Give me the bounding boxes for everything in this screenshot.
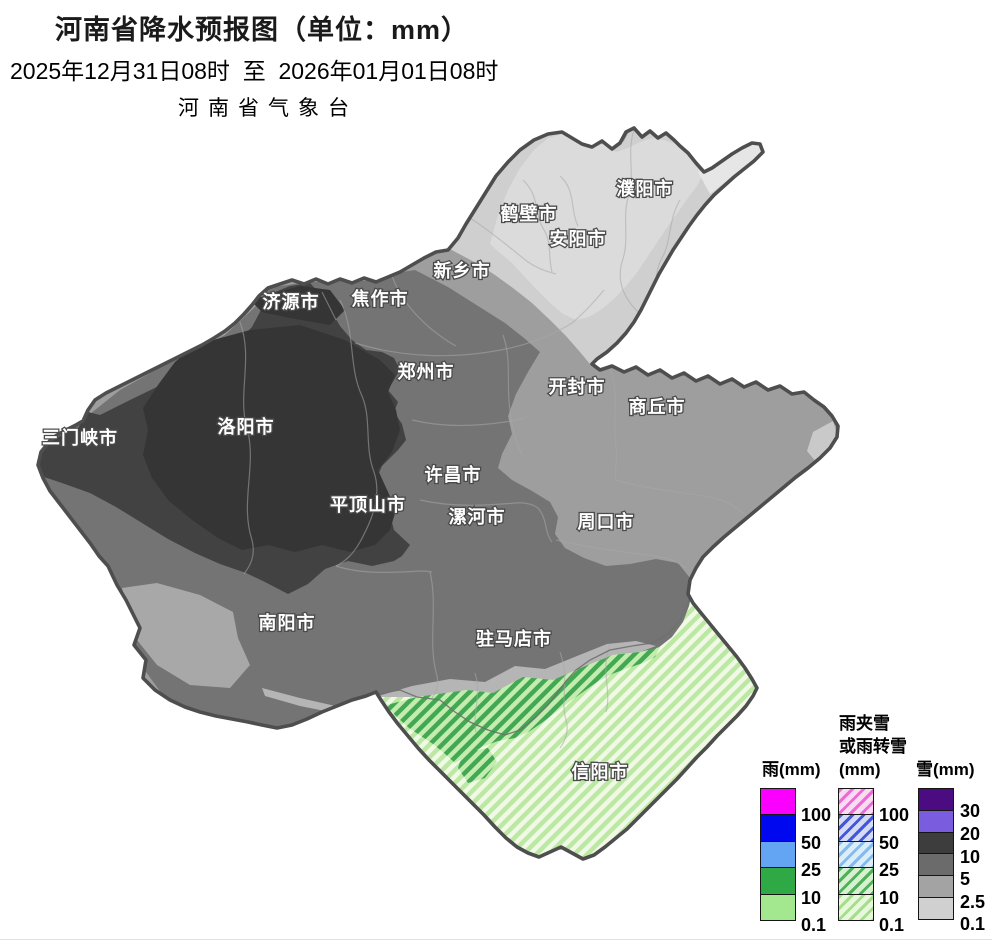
legend-snow-value: 0.1 [960,914,986,934]
zone-snow-trace-core [490,134,703,320]
legend-sleet-swatch-25 [838,840,874,869]
legend-sleet-value: 25 [879,860,900,880]
zone-sleet-10-25mm [383,647,660,763]
legend-sleet-swatches [838,788,874,921]
city-label-xinxiang: 新乡市 [434,260,491,281]
legend-sleet-value: 50 [879,833,900,853]
city-label-nanyang: 南阳市 [259,612,316,633]
legend-snow-swatch-10 [918,831,954,855]
city-label-xuchang: 许昌市 [425,464,482,485]
legend-snow-value: 30 [960,801,981,821]
legend-rain-title: 雨(mm) [762,760,821,779]
legend-snow-title: 雪(mm) [916,760,975,779]
city-label-luohe: 漯河市 [449,506,506,527]
legend-rain-swatch-25 [760,840,796,869]
city-label-zhoukou: 周口市 [578,511,635,532]
legend-rain-swatch-10 [760,867,796,895]
city-label-jiyuan: 济源市 [263,291,320,312]
forecast-date-range: 2025年12月31日08时 至 2026年01月01日08时 [10,58,499,84]
city-label-sanmenxia: 三门峡市 [42,427,118,448]
legend-sleet-value: 0.1 [879,915,905,935]
legend-rain-swatches [760,788,796,921]
zone-sleet-10-25mm-blob [458,748,497,783]
legend-rain-value: 25 [801,860,822,880]
legend-sleet-title-line2: 或雨转雪 [839,737,907,756]
city-label-zhumadian: 驻马店市 [476,628,552,649]
zone-puyang-arm-strip [698,141,765,194]
legend-snow-swatch-30 [918,788,954,811]
legend-rain-swatch-100 [760,788,796,816]
legend-rain-swatch-0p1 [760,893,796,921]
zone-east-tip-light [807,421,838,463]
legend-sleet-title-line1: 雨夹雪 [839,714,890,733]
admin-boundaries [239,129,745,749]
legend-snow-swatches [918,788,954,920]
legend-rain-value: 10 [801,888,822,908]
legend-sleet-swatch-0p1 [838,893,874,921]
city-label-anyang: 安阳市 [550,228,607,249]
zone-snow-10-20mm-finger [250,286,345,325]
city-label-hebi: 鹤壁市 [501,203,558,224]
legend-sleet-swatch-50 [838,814,874,842]
agency-name: 河南省气象台 [178,96,358,120]
city-label-jiaozuo: 焦作市 [351,288,409,309]
city-label-shangqiu: 商丘市 [629,396,686,417]
city-label-puyang: 濮阳市 [617,178,674,199]
legend-snow-swatch-0p1 [918,896,954,920]
legend-snow-value: 5 [960,869,971,889]
city-label-kaifeng: 开封市 [549,376,606,397]
zone-snow-10-20mm-core [143,325,400,552]
legend-snow-value: 20 [960,824,981,844]
legend-sleet-swatch-100 [838,788,874,816]
province-outline [36,126,840,861]
legend-snow-value: 10 [960,847,981,867]
legend-sleet-title-line3: (mm) [839,760,881,779]
bottom-edge-line [0,939,992,940]
legend-snow-swatch-5 [918,853,954,877]
legend-rain-value: 100 [801,805,832,825]
city-label-xinyang: 信阳市 [572,761,629,782]
city-labels: 濮阳市 鹤壁市 安阳市 新乡市 济源市 焦作市 郑州市 开封市 商丘市 三门峡市… [41,177,686,784]
legend-rain-value: 0.1 [801,915,827,935]
legend-sleet-swatch-10 [838,867,874,895]
legend-rain-swatch-50 [760,814,796,842]
city-label-zhengzhou: 郑州市 [398,361,455,382]
legend-sleet-value: 10 [879,888,900,908]
legend-snow-swatch-2p5 [918,875,954,898]
city-label-luoyang: 洛阳市 [218,416,275,437]
legend-snow-swatch-20 [918,809,954,833]
legend-snow-value: 2.5 [960,892,986,912]
zone-nanyang-light-patch [122,583,250,688]
legend-sleet-value: 100 [879,805,910,825]
page-title: 河南省降水预报图（单位：mm） [55,15,470,45]
legend-rain-value: 50 [801,833,822,853]
city-label-pingdingshan: 平顶山市 [330,494,406,515]
